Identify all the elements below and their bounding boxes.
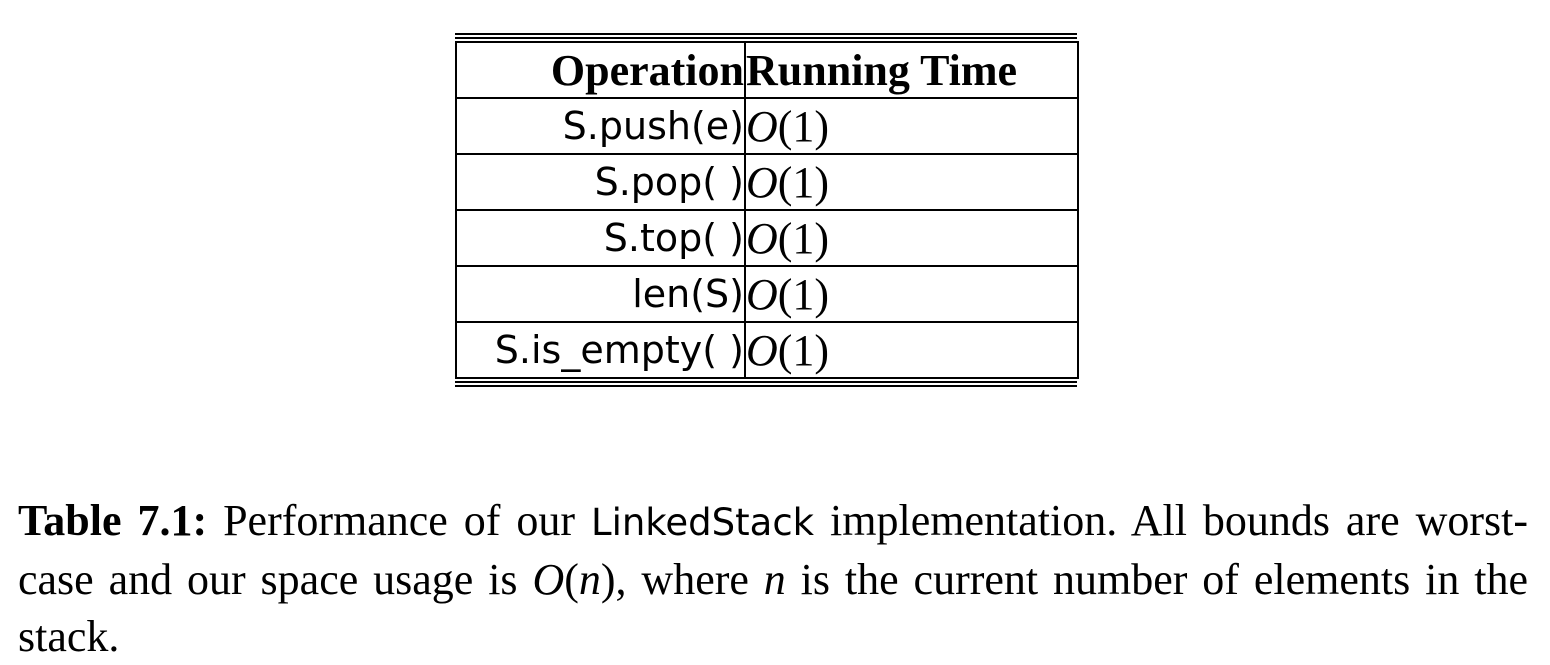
running-time-cell: O(1) [744,153,1079,211]
running-time-cell: O(1) [744,209,1079,267]
running-time-cell: O(1) [744,97,1079,155]
big-o-argument: (1) [777,101,830,151]
caption-math-o: O [532,555,565,604]
performance-table: Operation Running Time S.push(e) O(1) S.… [455,33,1079,387]
big-o-argument: (1) [777,269,830,319]
operation-cell: S.is_empty( ) [455,321,746,379]
caption-text: Performance of our [207,496,591,545]
caption-text: , where [615,555,764,604]
operation-cell: S.pop( ) [455,153,746,211]
big-o-argument: (1) [777,213,830,263]
caption-code: LinkedStack [590,501,815,544]
table-header-row: Operation Running Time [455,41,1079,99]
big-o-symbol: O [746,213,778,263]
table-row: S.top( ) O(1) [455,209,1079,267]
table-top-rule [455,33,1077,39]
running-time-cell: O(1) [744,321,1079,379]
big-o-symbol: O [746,325,778,375]
running-time-cell: O(1) [744,265,1079,323]
table-caption: Table 7.1: Performance of our LinkedStac… [18,492,1528,665]
operation-cell: S.top( ) [455,209,746,267]
caption-text: is the current number of elements in the… [18,555,1528,661]
performance-table-grid: Operation Running Time S.push(e) O(1) S.… [455,41,1079,379]
big-o-argument: (1) [777,325,830,375]
table-row: S.is_empty( ) O(1) [455,321,1079,379]
big-o-symbol: O [746,269,778,319]
header-operation: Operation [455,41,746,99]
table-row: len(S) O(1) [455,265,1079,323]
caption-math-paren: ( [564,555,579,604]
caption-math-n: n [578,555,601,604]
big-o-symbol: O [746,101,778,151]
table-bottom-rule [455,381,1077,387]
operation-cell: S.push(e) [455,97,746,155]
caption-math-n: n [763,555,786,604]
table-row: S.pop( ) O(1) [455,153,1079,211]
big-o-symbol: O [746,157,778,207]
caption-text: implementation. All bounds are worst-cas… [18,496,1528,604]
caption-label: Table 7.1: [18,496,208,545]
header-running-time: Running Time [744,41,1079,99]
big-o-argument: (1) [777,157,830,207]
table-row: S.push(e) O(1) [455,97,1079,155]
operation-cell: len(S) [455,265,746,323]
caption-math-paren: ) [600,555,616,604]
